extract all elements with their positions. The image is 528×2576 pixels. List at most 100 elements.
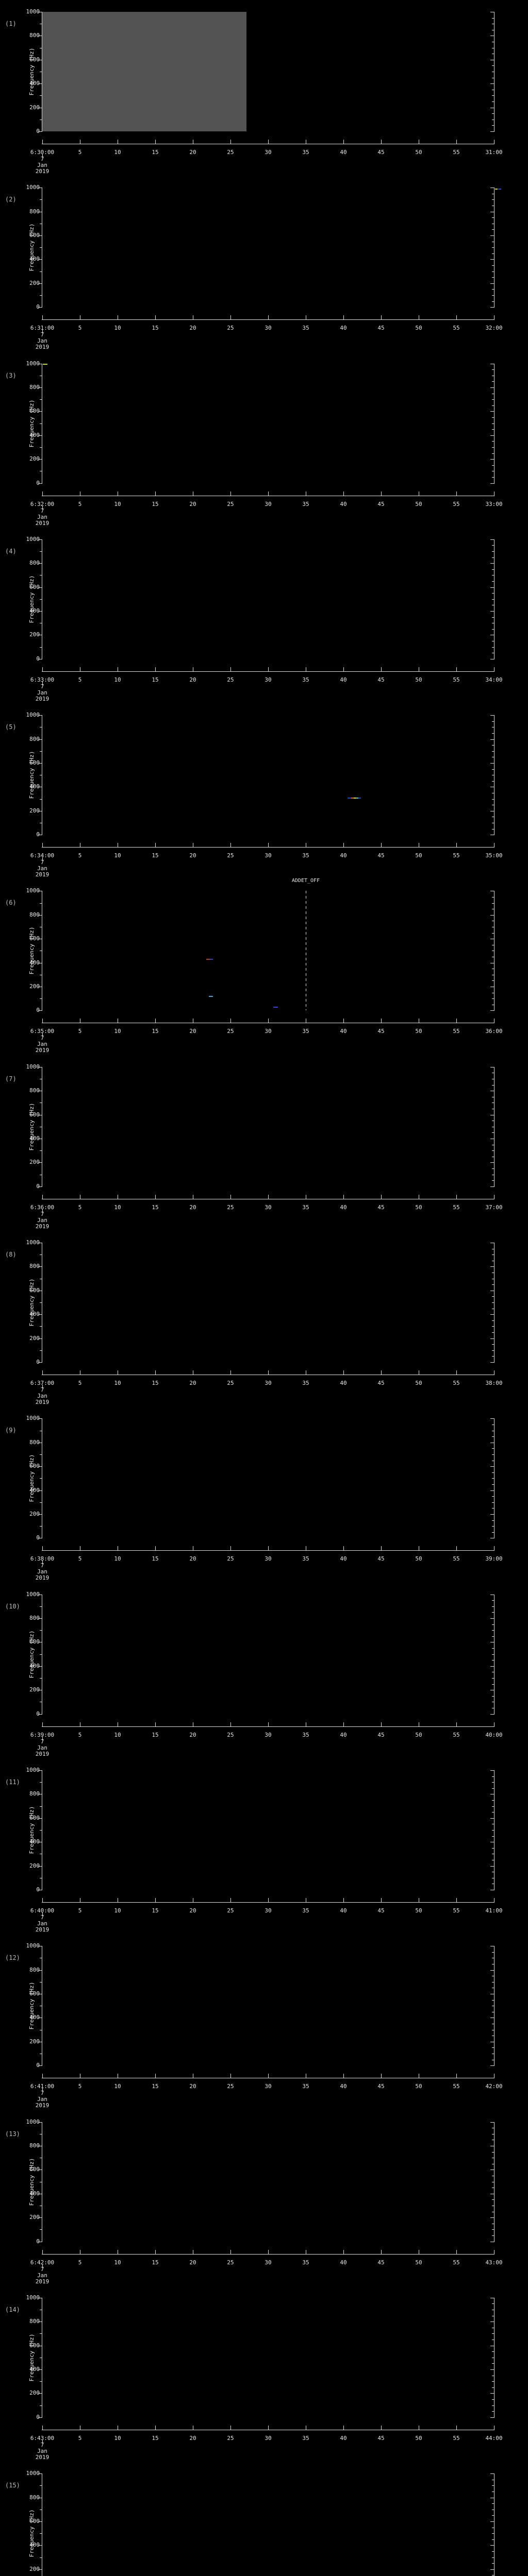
x-date-label: 2019 — [35, 2102, 50, 2109]
y-minor-tick — [492, 1678, 494, 1679]
x-date-label: 2019 — [35, 2453, 50, 2461]
date-tick — [42, 1385, 43, 1389]
x-tick-label: 20 — [189, 2434, 196, 2442]
y-tick-label: 600 — [29, 2166, 40, 2173]
x-major-tick — [230, 1546, 231, 1551]
x-tick-label: 20 — [189, 1380, 196, 1387]
y-major-tick — [490, 2569, 494, 2570]
x-tick-label: 5 — [78, 1380, 82, 1387]
y-tick-label: 200 — [29, 807, 40, 814]
y-major-tick — [38, 1714, 42, 1715]
y-minor-tick — [492, 301, 494, 302]
date-tick — [42, 857, 43, 861]
y-major-tick — [38, 1490, 42, 1491]
y-tick-label: 0 — [36, 1007, 40, 1014]
y-minor-tick — [492, 1684, 494, 1685]
x-tick-label: 35 — [302, 1731, 309, 1738]
y-minor-tick — [492, 429, 494, 430]
x-tick-label: 15 — [152, 2434, 159, 2442]
x-major-tick — [456, 1194, 457, 1199]
y-major-tick — [38, 2417, 42, 2418]
x-tick-label: 30 — [265, 1907, 272, 1914]
x-date-label: 2019 — [35, 1399, 50, 1406]
x-tick-label: 10 — [114, 325, 121, 332]
x-date-label: 2019 — [35, 871, 50, 878]
x-major-tick — [155, 1194, 156, 1199]
y-minor-tick — [492, 545, 494, 546]
x-date-label: 2019 — [35, 1223, 50, 1230]
x-major-tick — [343, 315, 344, 320]
x-tick-label: 40 — [340, 2434, 347, 2442]
y-tick-label: 200 — [29, 1510, 40, 1517]
x-major-tick — [42, 491, 43, 496]
x-tick-label: 40 — [340, 325, 347, 332]
x-major-tick — [268, 140, 269, 144]
x-tick-label: 35 — [302, 325, 309, 332]
y-minor-tick — [40, 1454, 42, 1455]
y-axis-title: Frequency (Hz) — [28, 1806, 35, 1854]
x-major-tick — [456, 2249, 457, 2254]
y-minor-tick — [492, 2503, 494, 2504]
x-major-tick — [230, 1897, 231, 1902]
y-minor-tick — [492, 65, 494, 66]
x-tick-label: 50 — [415, 2083, 422, 2090]
x-date-label: Jan — [37, 513, 47, 520]
x-date-label: 2019 — [35, 1047, 50, 1054]
y-tick-label: 0 — [36, 1710, 40, 1717]
x-major-tick — [42, 2425, 43, 2430]
x-tick-label: 55 — [453, 1028, 460, 1035]
x-major-tick — [343, 1546, 344, 1551]
x-tick-label: 35 — [302, 500, 309, 507]
x-date-label: Jan — [37, 2272, 47, 2279]
x-tick-label: 25 — [227, 1555, 234, 1563]
y-major-tick — [490, 1514, 494, 1515]
x-tick-label: 35 — [302, 1907, 309, 1914]
y-major-tick — [490, 1866, 494, 1867]
y-axis-title: Frequency (Hz) — [28, 1103, 35, 1151]
panel-number-label: (2) — [5, 196, 16, 204]
x-tick-label: 30 — [265, 1731, 272, 1738]
x-major-tick — [456, 2425, 457, 2430]
y-minor-tick — [492, 381, 494, 382]
y-tick-label: 200 — [29, 983, 40, 990]
y-minor-tick — [492, 569, 494, 570]
y-major-tick — [490, 2369, 494, 2370]
x-major-tick — [381, 140, 382, 144]
detection-event — [209, 959, 213, 960]
y-major-tick — [490, 2521, 494, 2522]
y-tick-label: 1000 — [26, 535, 40, 543]
x-tick-label: 50 — [415, 1028, 422, 1035]
y-minor-tick — [492, 1436, 494, 1437]
x-tick-label: 45 — [377, 1555, 385, 1563]
y-minor-tick — [492, 2539, 494, 2540]
y-minor-tick — [492, 253, 494, 254]
y-axis-title: Frequency (Hz) — [28, 223, 35, 272]
y-minor-tick — [40, 2485, 42, 2486]
x-major-tick — [268, 1019, 269, 1023]
y-major-tick — [38, 1666, 42, 1667]
y-minor-tick — [492, 1952, 494, 1953]
x-date-label: 2019 — [35, 1926, 50, 1933]
x-major-tick — [230, 315, 231, 320]
x-major-tick — [381, 2249, 382, 2254]
y-tick-label: 200 — [29, 455, 40, 463]
y-major-tick — [490, 459, 494, 460]
x-end-time-label: 38:00 — [485, 1380, 503, 1387]
x-tick-label: 10 — [114, 2259, 121, 2266]
y-minor-tick — [492, 557, 494, 558]
annotation-label: ADDET_OFF — [291, 878, 320, 884]
spectrogram-panel-6: 1000 800 600 400 200 0 5 10 15 20 25 30 35 40 45 50 55 6:… — [0, 878, 528, 1055]
y-minor-tick — [492, 998, 494, 999]
y-minor-tick — [40, 1502, 42, 1503]
y-major-tick — [490, 387, 494, 388]
y-minor-tick — [492, 1180, 494, 1181]
panel-number-label: (8) — [5, 1251, 16, 1259]
x-tick-label: 20 — [189, 852, 196, 859]
y-major-tick — [38, 914, 42, 916]
detection-event — [495, 188, 498, 190]
x-major-tick — [381, 1194, 382, 1199]
spectrogram-panel-10: 1000 800 600 400 200 0 5 10 15 20 25 30 35 40 45 50 55 6:… — [0, 1583, 528, 1758]
panel-number-label: (14) — [5, 2306, 20, 2313]
